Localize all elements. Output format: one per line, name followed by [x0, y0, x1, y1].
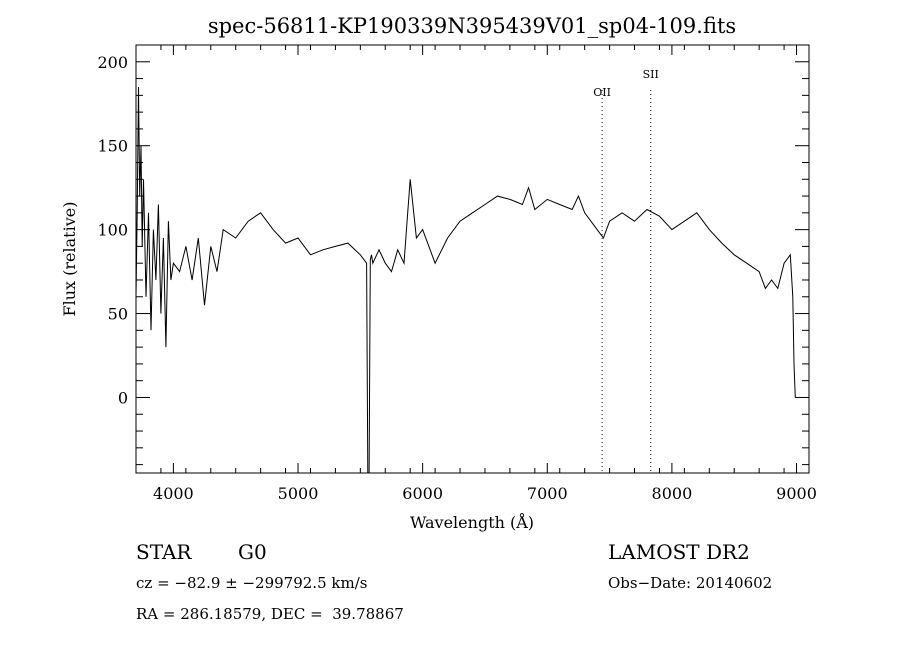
- line-markers: OII SII: [593, 68, 659, 473]
- y-axis-label: Flux (relative): [60, 202, 79, 317]
- survey-name: LAMOST DR2: [608, 540, 750, 564]
- x-tick-label: 9000: [776, 484, 817, 503]
- y-axis: 0 50 100 150 200: [97, 44, 809, 466]
- x-tick-label: 8000: [652, 484, 693, 503]
- object-subclass: G0: [238, 540, 267, 564]
- x-axis-label: Wavelength (Å): [410, 512, 534, 532]
- y-tick-label: 100: [97, 221, 128, 240]
- x-tick-label: 6000: [402, 484, 443, 503]
- y-tick-label: 50: [108, 305, 128, 324]
- spectrum-line: [135, 86, 796, 474]
- object-type: STAR: [136, 540, 192, 564]
- x-tick-label: 4000: [153, 484, 194, 503]
- x-tick-label: 7000: [527, 484, 568, 503]
- chart-title: spec-56811-KP190339N395439V01_sp04-109.f…: [208, 14, 736, 38]
- plot-frame: [135, 44, 810, 474]
- line-marker-label: SII: [643, 68, 659, 81]
- y-tick-label: 0: [118, 388, 128, 407]
- line-marker-label: OII: [593, 86, 611, 99]
- redshift-cz: cz = −82.9 ± −299792.5 km/s: [136, 574, 368, 592]
- x-tick-label: 5000: [278, 484, 319, 503]
- coordinates: RA = 286.18579, DEC = 39.78867: [136, 605, 404, 623]
- observation-date: Obs−Date: 20140602: [608, 574, 773, 592]
- y-tick-label: 200: [97, 53, 128, 72]
- x-axis: 4000 5000 6000 7000 8000 9000: [135, 45, 817, 503]
- y-tick-label: 150: [97, 137, 128, 156]
